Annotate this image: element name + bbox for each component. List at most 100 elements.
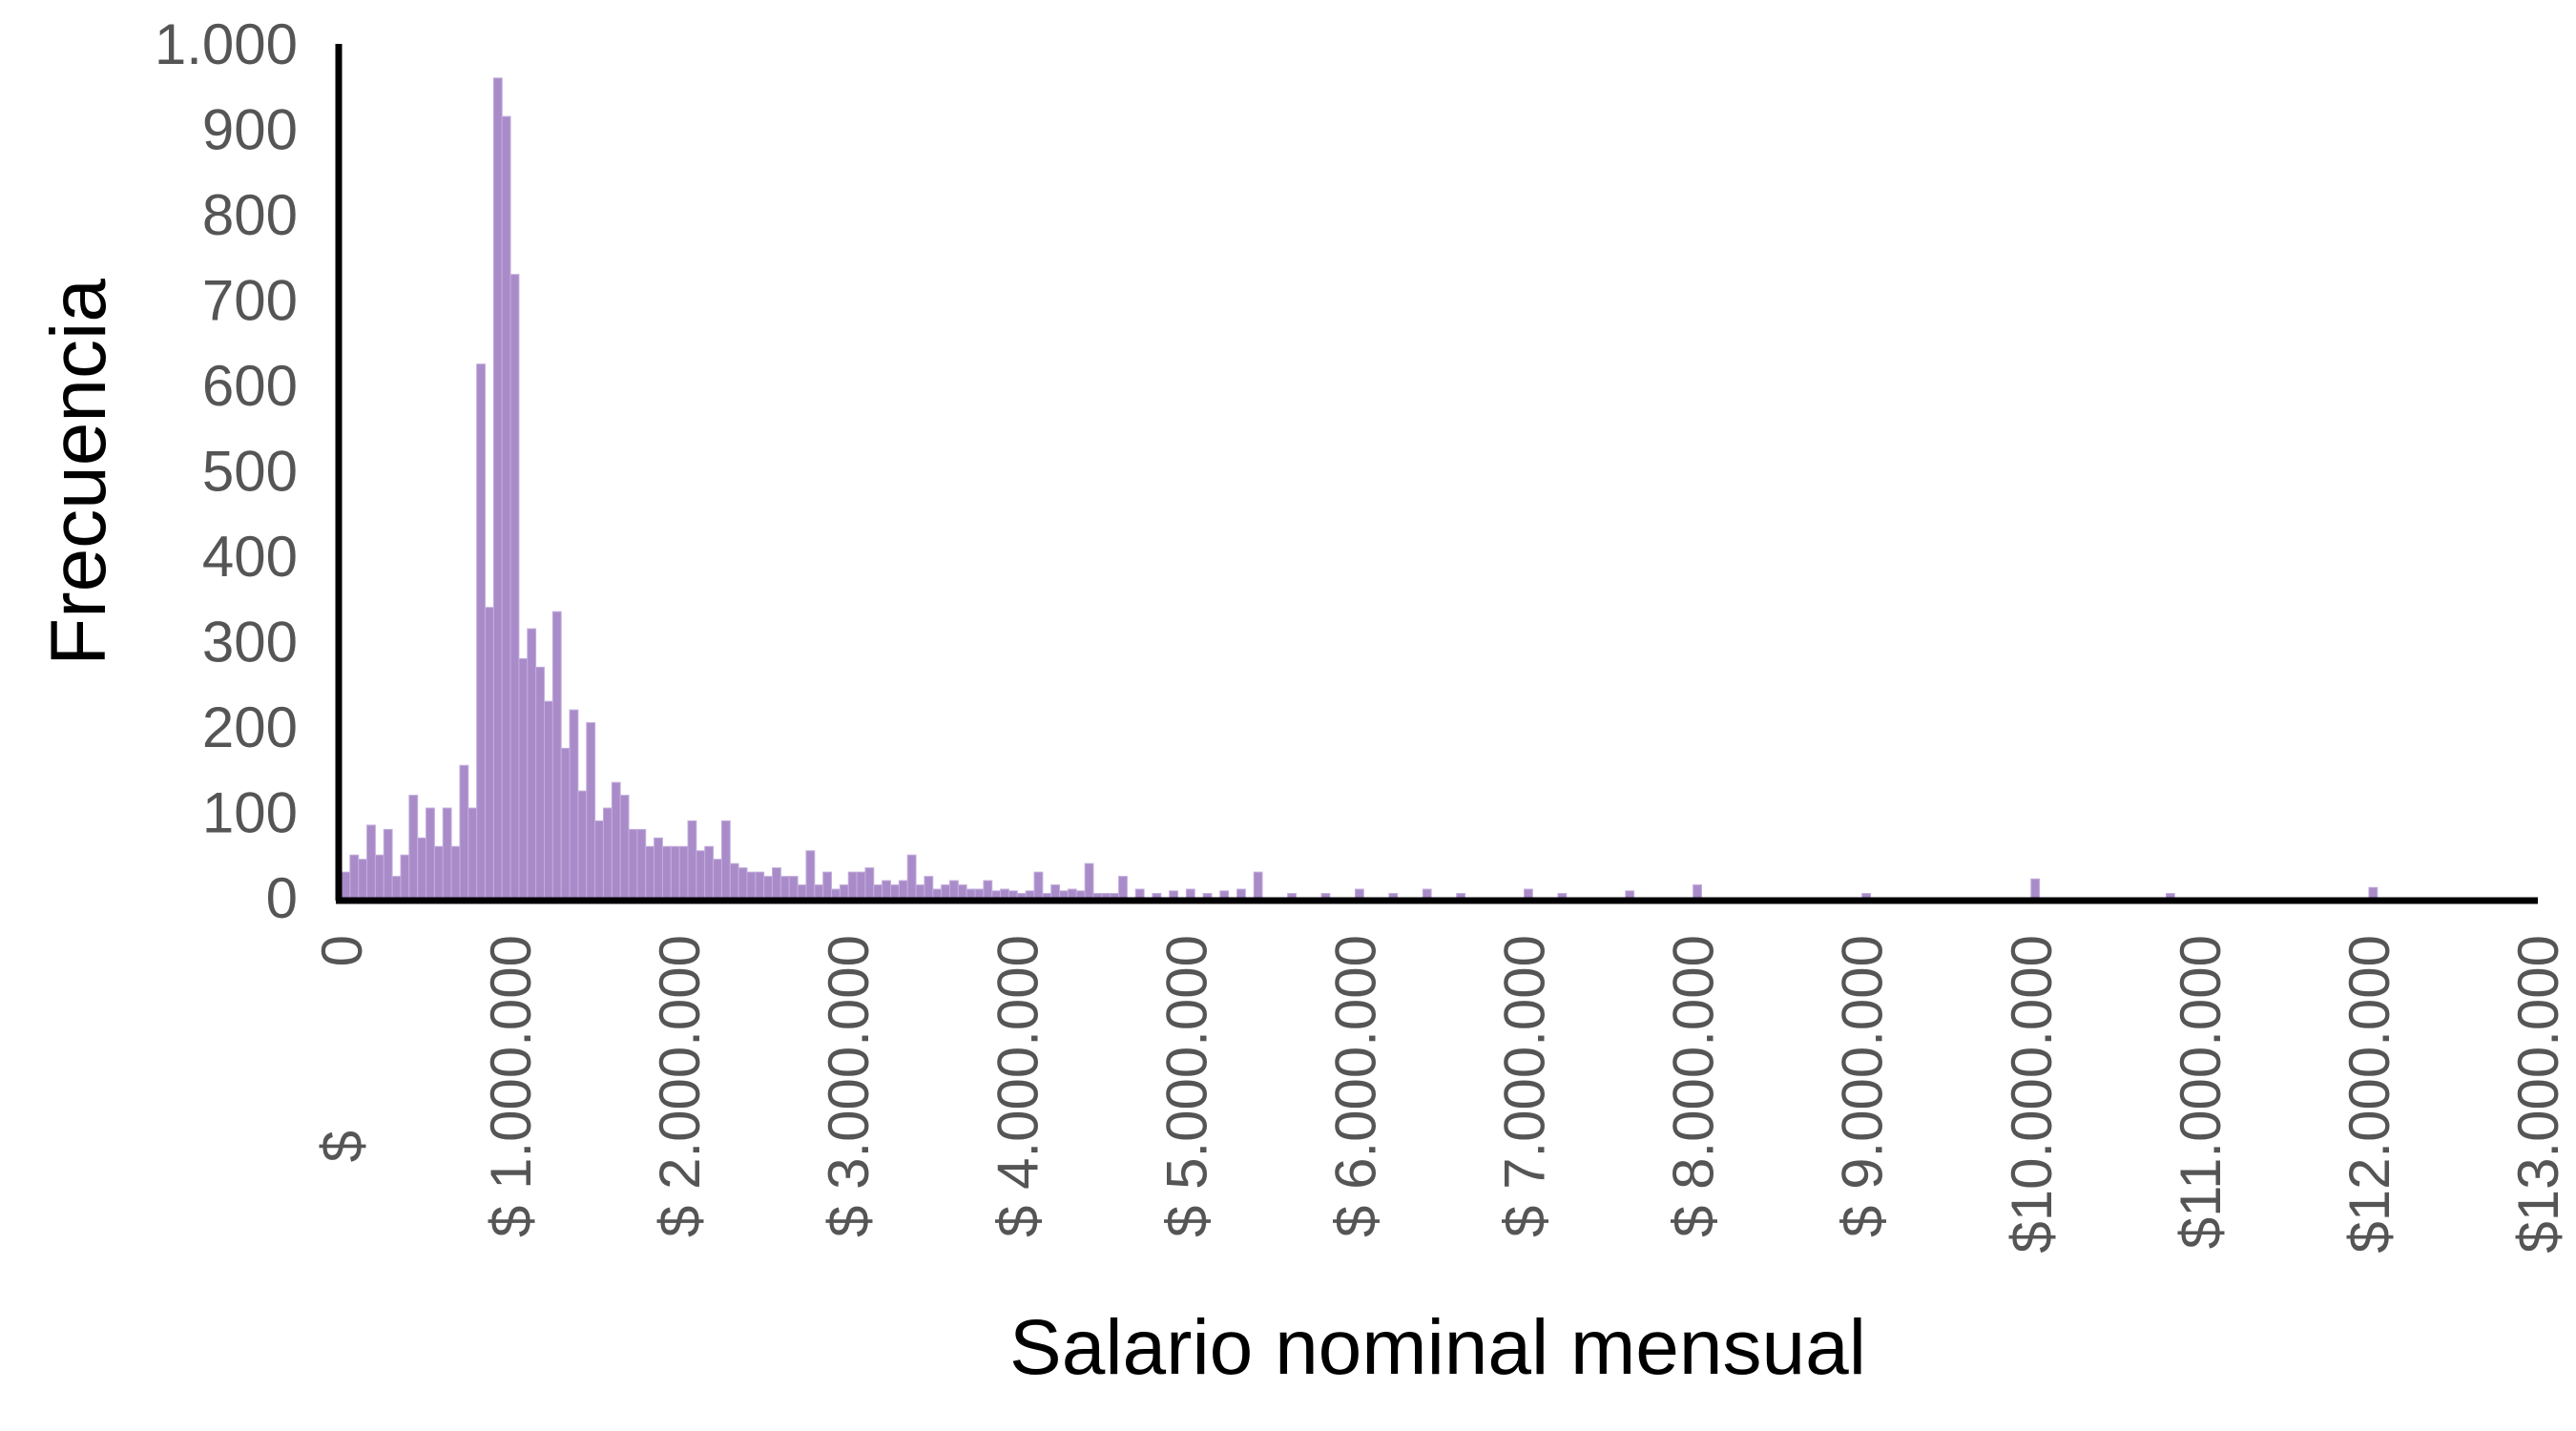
histogram-bar [459, 764, 469, 899]
histogram-bars [341, 77, 2379, 899]
histogram-bar [2165, 893, 2175, 899]
x-tick-labels: 0 $ $ 1.000.000 $ 2.000.000 $ 3.000.000 $ 4.0… [310, 935, 2570, 1254]
y-tick-label: 500 [202, 440, 298, 504]
histogram-bar [948, 880, 959, 899]
x-tick-label: $ 6.000.000 [1323, 935, 1387, 1237]
x-tick-label: $ 4.000.000 [986, 935, 1049, 1237]
histogram-bar [1059, 890, 1069, 899]
histogram-bar [1202, 893, 1213, 899]
histogram-bar [1253, 871, 1263, 899]
histogram-bar [941, 884, 950, 899]
histogram-bar [873, 884, 883, 899]
histogram-bar [1110, 893, 1120, 899]
x-tick-label: $11.000.000 [2169, 935, 2233, 1249]
histogram-bar [594, 819, 604, 899]
histogram-bar [839, 884, 849, 899]
histogram-bar [729, 862, 739, 899]
histogram-bar [619, 795, 630, 899]
histogram-bar [797, 884, 807, 899]
histogram-bar [713, 859, 722, 899]
x-tick-label: $12.000.000 [2337, 935, 2401, 1254]
histogram-bar [2368, 886, 2379, 899]
histogram-bar [1219, 890, 1230, 899]
histogram-bar [678, 845, 689, 899]
histogram-bar [1025, 890, 1035, 899]
histogram-bar [577, 790, 588, 899]
histogram-bar [383, 828, 393, 899]
histogram-bar [1693, 884, 1702, 899]
histogram-bar [661, 845, 672, 899]
histogram-bar [974, 888, 985, 899]
y-tick-label: 600 [202, 354, 298, 418]
histogram-bar [1422, 888, 1432, 899]
histogram-bar [654, 837, 663, 899]
y-tick-label: 100 [202, 781, 298, 845]
histogram-bar [788, 876, 799, 899]
histogram-bar [1084, 862, 1094, 899]
histogram-bar [966, 888, 976, 899]
histogram-bar [957, 884, 967, 899]
histogram-bar [1118, 876, 1128, 899]
histogram-bar [628, 828, 638, 899]
histogram-bar [991, 890, 1002, 899]
y-tick-label: 200 [202, 695, 298, 759]
y-tick-label: 0 [266, 866, 298, 930]
histogram-bar [341, 871, 351, 899]
histogram-bar [450, 845, 461, 899]
x-axis-title: Salario nominal mensual [1009, 1304, 1866, 1391]
y-tick-label: 400 [202, 525, 298, 589]
histogram-bar [1016, 893, 1027, 899]
histogram-bar [1236, 888, 1246, 899]
histogram-bar [890, 884, 900, 899]
histogram-bar [374, 854, 384, 899]
histogram-bar [737, 867, 748, 899]
histogram-bar [551, 611, 562, 899]
histogram-bar [1067, 888, 1077, 899]
histogram-bar [1625, 890, 1635, 899]
histogram-bar [772, 867, 781, 899]
histogram-bar [645, 845, 655, 899]
x-tick-label: $ 3.000.000 [817, 935, 881, 1237]
histogram-bar [426, 807, 435, 899]
histogram-bar [1092, 893, 1103, 899]
histogram-bar [1185, 888, 1195, 899]
histogram-bar [983, 880, 993, 899]
histogram-bar [408, 795, 419, 899]
y-tick-label: 800 [202, 183, 298, 247]
histogram-bar [1861, 893, 1872, 899]
x-tick-label: $10.000.000 [2000, 935, 2064, 1254]
y-tick-label: 1.000 [155, 12, 298, 76]
histogram-bar [670, 845, 680, 899]
histogram-bar [755, 871, 765, 899]
histogram-bar [636, 828, 647, 899]
histogram-bar [391, 876, 402, 899]
x-tick-label: $ 1.000.000 [479, 935, 543, 1237]
histogram-bar [560, 747, 571, 899]
y-tick-label: 700 [202, 269, 298, 333]
histogram-bar [1000, 888, 1009, 899]
histogram-bar [1169, 890, 1179, 899]
histogram-bar [1456, 893, 1466, 899]
histogram-bar [586, 722, 596, 899]
histogram-bar [417, 837, 427, 899]
x-tick-label: $ 2.000.000 [648, 935, 712, 1237]
histogram-bar [1050, 884, 1061, 899]
histogram-bar [509, 274, 520, 899]
histogram-bar [906, 854, 917, 899]
histogram-bar [535, 666, 545, 899]
histogram-bar [492, 77, 503, 899]
histogram-bar [763, 876, 774, 899]
histogram-bar [1008, 890, 1018, 899]
histogram-bar [864, 867, 875, 899]
x-tick-label: $ 7.000.000 [1493, 935, 1557, 1237]
histogram-bar [569, 709, 579, 899]
histogram-bar [518, 657, 529, 899]
histogram-bar [746, 871, 757, 899]
histogram-bar [611, 781, 621, 899]
histogram-bar [720, 819, 731, 899]
x-tick-label: $ 5.000.000 [1154, 935, 1218, 1237]
histogram-bar [814, 884, 824, 899]
histogram-bar [856, 871, 866, 899]
histogram-bar [898, 880, 908, 899]
